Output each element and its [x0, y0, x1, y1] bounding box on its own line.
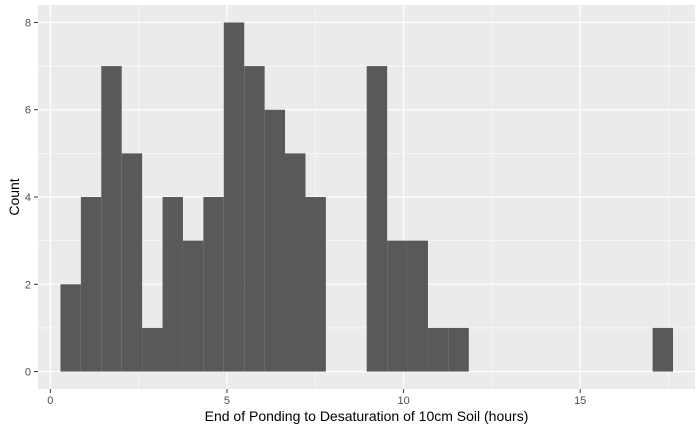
y-tick-label: 6: [25, 105, 31, 117]
x-tick-label: 15: [574, 395, 586, 407]
bars: [60, 22, 674, 372]
histogram-bar: [80, 197, 102, 372]
histogram-bar: [448, 327, 469, 372]
x-tick-label: 0: [47, 395, 53, 407]
y-tick-label: 2: [25, 279, 31, 291]
histogram-bar: [366, 66, 388, 372]
histogram-bar: [60, 284, 81, 372]
x-tick-label: 5: [224, 395, 230, 407]
histogram-bar: [427, 327, 449, 372]
histogram-bar: [387, 240, 408, 372]
x-axis-title: End of Ponding to Desaturation of 10cm S…: [205, 408, 529, 424]
y-axis: 0 2 4 6 8: [25, 17, 38, 379]
histogram-bar: [182, 240, 204, 372]
y-tick-label: 8: [25, 17, 31, 29]
histogram-bar: [223, 22, 245, 372]
histogram-bar: [285, 153, 306, 372]
x-axis: 0 5 10 15: [47, 389, 586, 407]
y-axis-title: Count: [6, 178, 22, 215]
x-tick-label: 10: [397, 395, 409, 407]
histogram-bar: [407, 240, 428, 372]
y-tick-label: 4: [25, 192, 31, 204]
histogram-bar: [162, 197, 183, 372]
histogram-bar: [305, 197, 326, 372]
histogram-bar: [203, 197, 224, 372]
histogram-bar: [121, 153, 143, 372]
y-tick-label: 0: [25, 367, 31, 379]
histogram-bar: [244, 66, 265, 372]
histogram-bar: [264, 109, 286, 372]
histogram-bar: [142, 327, 163, 372]
histogram-bar: [101, 66, 122, 372]
histogram-bar: [652, 327, 674, 372]
